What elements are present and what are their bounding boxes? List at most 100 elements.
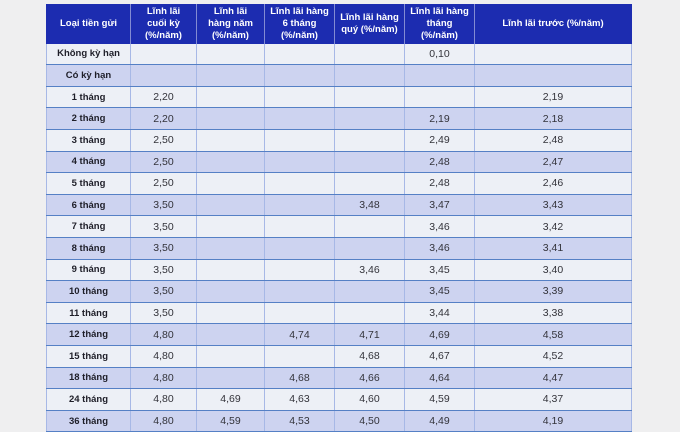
rate-value-cell: 4,63 bbox=[264, 388, 335, 411]
table-row: 8 tháng 3,50 3,46 3,41 bbox=[46, 237, 632, 260]
rate-value-cell bbox=[334, 237, 405, 260]
rate-value-cell bbox=[404, 64, 475, 87]
rate-value-cell: 4,74 bbox=[264, 323, 335, 346]
table-row: 1 tháng 2,20 2,19 bbox=[46, 86, 632, 109]
rate-value-cell: 4,80 bbox=[130, 323, 197, 346]
rate-value-cell bbox=[264, 151, 335, 174]
rate-value-cell: 4,68 bbox=[334, 345, 405, 368]
rate-value-cell bbox=[264, 194, 335, 217]
rate-value-cell: 2,19 bbox=[474, 86, 632, 109]
rate-value-cell bbox=[264, 345, 335, 368]
rate-value-cell: 2,50 bbox=[130, 172, 197, 195]
rate-value-cell bbox=[334, 302, 405, 325]
rate-value-cell bbox=[196, 323, 265, 346]
rate-value-cell bbox=[196, 215, 265, 238]
rate-value-cell: 2,20 bbox=[130, 86, 197, 109]
rate-value-cell bbox=[196, 64, 265, 87]
rate-value-cell: 3,43 bbox=[474, 194, 632, 217]
rate-value-cell bbox=[196, 172, 265, 195]
table-row: 3 tháng 2,50 2,49 2,48 bbox=[46, 129, 632, 152]
rate-value-cell bbox=[474, 43, 632, 66]
rate-value-cell bbox=[264, 259, 335, 282]
header-cell-1: Lĩnh lãi cuối kỳ (%/năm) bbox=[130, 4, 197, 44]
table-body: Không kỳ hạn 0,10 Có kỳ hạn 1 tháng 2,20 2,19… bbox=[46, 43, 632, 432]
row-label-cell: 3 tháng bbox=[46, 129, 131, 152]
table-row: 24 tháng 4,80 4,69 4,63 4,60 4,59 4,37 bbox=[46, 388, 632, 411]
header-row: Loại tiền gửi Lĩnh lãi cuối kỳ (%/năm) Lĩn… bbox=[46, 4, 632, 44]
table-row: 7 tháng 3,50 3,46 3,42 bbox=[46, 215, 632, 238]
rate-value-cell: 2,49 bbox=[404, 129, 475, 152]
rate-value-cell bbox=[334, 107, 405, 130]
rate-value-cell: 2,50 bbox=[130, 129, 197, 152]
rate-value-cell bbox=[264, 43, 335, 66]
header-cell-6: Lĩnh lãi trước (%/năm) bbox=[474, 4, 632, 44]
rate-value-cell bbox=[334, 151, 405, 174]
rate-value-cell bbox=[130, 64, 197, 87]
rate-value-cell: 4,49 bbox=[404, 410, 475, 432]
rate-value-cell: 4,37 bbox=[474, 388, 632, 411]
rate-value-cell bbox=[196, 86, 265, 109]
rate-value-cell: 4,59 bbox=[404, 388, 475, 411]
table-row: 5 tháng 2,50 2,48 2,46 bbox=[46, 172, 632, 195]
row-label-cell: 8 tháng bbox=[46, 237, 131, 260]
rate-value-cell bbox=[334, 43, 405, 66]
rate-value-cell bbox=[196, 259, 265, 282]
rate-value-cell: 4,58 bbox=[474, 323, 632, 346]
row-label-cell: 2 tháng bbox=[46, 107, 131, 130]
table-row: 15 tháng 4,80 4,68 4,67 4,52 bbox=[46, 345, 632, 368]
rate-value-cell: 3,50 bbox=[130, 194, 197, 217]
table-row: 12 tháng 4,80 4,74 4,71 4,69 4,58 bbox=[46, 323, 632, 346]
rate-value-cell bbox=[196, 345, 265, 368]
rate-value-cell bbox=[264, 215, 335, 238]
rate-value-cell: 4,60 bbox=[334, 388, 405, 411]
table-header: Loại tiền gửi Lĩnh lãi cuối kỳ (%/năm) Lĩn… bbox=[46, 4, 632, 44]
rate-value-cell: 3,40 bbox=[474, 259, 632, 282]
table-row: 4 tháng 2,50 2,48 2,47 bbox=[46, 151, 632, 174]
rate-value-cell: 3,46 bbox=[334, 259, 405, 282]
row-label-cell: 1 tháng bbox=[46, 86, 131, 109]
rate-value-cell: 4,59 bbox=[196, 410, 265, 432]
rate-value-cell: 4,50 bbox=[334, 410, 405, 432]
rate-value-cell bbox=[474, 64, 632, 87]
table-row: 9 tháng 3,50 3,46 3,45 3,40 bbox=[46, 259, 632, 282]
rate-value-cell: 2,48 bbox=[474, 129, 632, 152]
rate-value-cell: 3,47 bbox=[404, 194, 475, 217]
rate-value-cell: 3,48 bbox=[334, 194, 405, 217]
row-label-cell: Không kỳ hạn bbox=[46, 43, 131, 66]
rate-value-cell bbox=[196, 280, 265, 303]
rate-value-cell: 4,64 bbox=[404, 367, 475, 390]
rate-value-cell: 3,41 bbox=[474, 237, 632, 260]
rate-value-cell bbox=[334, 64, 405, 87]
rate-value-cell bbox=[264, 64, 335, 87]
interest-rate-table: Loại tiền gửi Lĩnh lãi cuối kỳ (%/năm) Lĩn… bbox=[46, 4, 632, 432]
rate-value-cell: 3,42 bbox=[474, 215, 632, 238]
rate-value-cell: 4,80 bbox=[130, 388, 197, 411]
rate-value-cell bbox=[264, 237, 335, 260]
rate-value-cell: 3,45 bbox=[404, 259, 475, 282]
rate-value-cell: 2,47 bbox=[474, 151, 632, 174]
rate-value-cell: 4,19 bbox=[474, 410, 632, 432]
rate-value-cell bbox=[334, 129, 405, 152]
rate-value-cell: 4,52 bbox=[474, 345, 632, 368]
row-label-cell: 9 tháng bbox=[46, 259, 131, 282]
rate-value-cell: 2,48 bbox=[404, 151, 475, 174]
rate-value-cell: 2,19 bbox=[404, 107, 475, 130]
row-label-cell: 24 tháng bbox=[46, 388, 131, 411]
rate-value-cell bbox=[196, 43, 265, 66]
row-label-cell: 18 tháng bbox=[46, 367, 131, 390]
row-label-cell: 7 tháng bbox=[46, 215, 131, 238]
row-label-cell: 15 tháng bbox=[46, 345, 131, 368]
rate-value-cell: 2,20 bbox=[130, 107, 197, 130]
rate-value-cell: 4,68 bbox=[264, 367, 335, 390]
header-cell-5: Lĩnh lãi hàng tháng (%/năm) bbox=[404, 4, 475, 44]
rate-value-cell bbox=[264, 107, 335, 130]
table-row: 36 tháng 4,80 4,59 4,53 4,50 4,49 4,19 bbox=[46, 410, 632, 432]
row-label-cell: 12 tháng bbox=[46, 323, 131, 346]
row-label-cell: 36 tháng bbox=[46, 410, 131, 432]
table-row: 18 tháng 4,80 4,68 4,66 4,64 4,47 bbox=[46, 367, 632, 390]
row-label-cell: 10 tháng bbox=[46, 280, 131, 303]
rate-value-cell bbox=[196, 237, 265, 260]
rate-value-cell bbox=[196, 302, 265, 325]
rate-value-cell: 2,50 bbox=[130, 151, 197, 174]
rate-value-cell bbox=[334, 172, 405, 195]
